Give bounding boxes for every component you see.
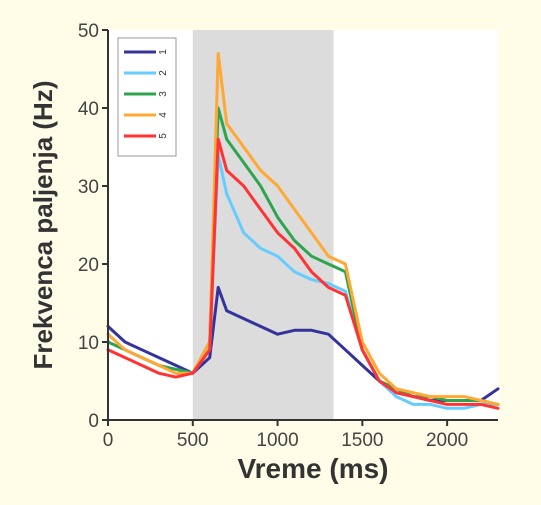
- series-layer: [106, 51, 500, 410]
- y-tick-label: 20: [78, 255, 99, 276]
- x-axis-ticks: 0 500 1000 1500 2000: [103, 420, 468, 451]
- y-tick-label: 10: [78, 333, 99, 354]
- series-line-4: [106, 51, 500, 406]
- x-tick-label: 1500: [341, 430, 383, 451]
- y-tick-label: 50: [78, 21, 99, 42]
- legend: 1 2 3 4 5: [117, 37, 177, 157]
- legend-label: 1: [158, 49, 169, 55]
- x-tick-label: 500: [177, 430, 209, 451]
- y-axis-label: Frekvenca paljenja (Hz): [28, 81, 58, 370]
- legend-label: 5: [158, 133, 169, 139]
- legend-label: 2: [158, 70, 169, 76]
- y-tick-label: 30: [78, 177, 99, 198]
- y-axis-ticks: 0 10 20 30 40 50: [78, 21, 108, 432]
- y-tick-label: 40: [78, 99, 99, 120]
- x-axis-label: Vreme (ms): [238, 453, 389, 484]
- legend-label: 3: [158, 91, 169, 97]
- y-tick-label: 0: [88, 411, 99, 432]
- legend-label: 4: [158, 112, 169, 118]
- x-tick-label: 0: [103, 430, 114, 451]
- x-tick-label: 2000: [426, 430, 468, 451]
- x-tick-label: 1000: [256, 430, 298, 451]
- series-line-5: [106, 137, 500, 410]
